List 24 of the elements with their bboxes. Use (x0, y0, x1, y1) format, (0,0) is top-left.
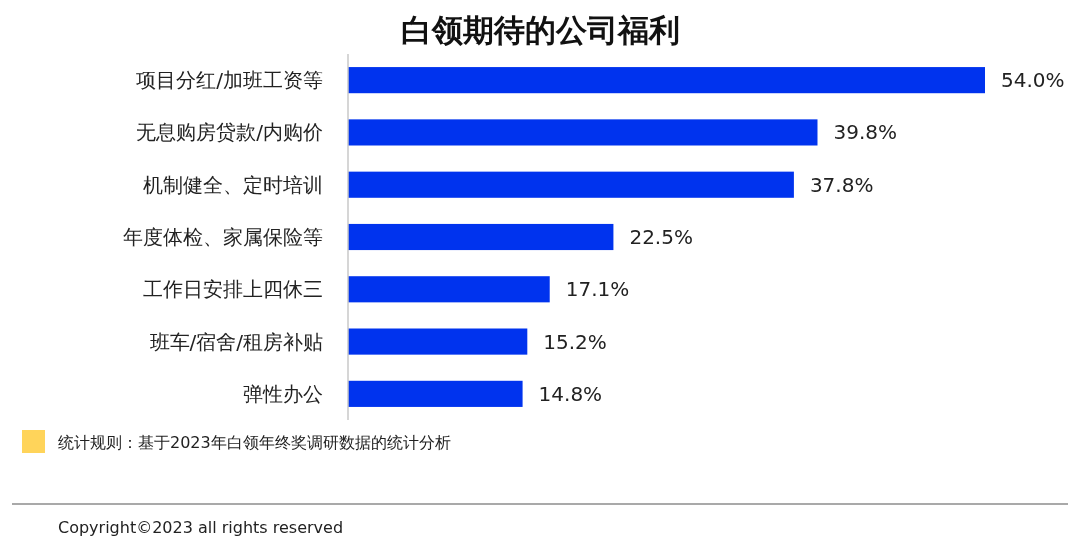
y-tick-label: 机制健全、定时培训 (143, 172, 323, 197)
data-label: 54.0% (1001, 68, 1065, 93)
y-tick-label: 无息购房贷款/内购价 (136, 120, 323, 145)
text: 统计规则：基于2023年白领年终奖调研数据的统计分析 (58, 432, 451, 452)
data-label: 15.2% (543, 329, 607, 354)
y-tick-label: 年度体检、家属保险等 (123, 225, 323, 249)
bar (348, 171, 794, 198)
data-label: 39.8% (833, 120, 898, 145)
bar (348, 276, 550, 303)
y-tick-label: 项目分红/加班工资等 (136, 68, 323, 93)
text: Copyright©2023 all rights reserved (58, 517, 344, 537)
y-tick-label: 工作日安排上四休三 (143, 277, 323, 302)
bar (348, 380, 523, 407)
data-label: 17.1% (565, 277, 630, 302)
y-tick-label: 班车/宿舍/租房补贴 (149, 329, 323, 354)
chart-title: 白领期待的公司福利 (400, 12, 680, 48)
data-label: 14.8% (538, 381, 603, 406)
bar (348, 223, 614, 251)
data-label: 22.5% (629, 225, 693, 249)
bar (348, 119, 818, 146)
bar (348, 67, 985, 94)
y-tick-label: 弹性办公 (243, 381, 323, 406)
bar (348, 328, 528, 355)
data-label: 37.8% (809, 172, 874, 197)
